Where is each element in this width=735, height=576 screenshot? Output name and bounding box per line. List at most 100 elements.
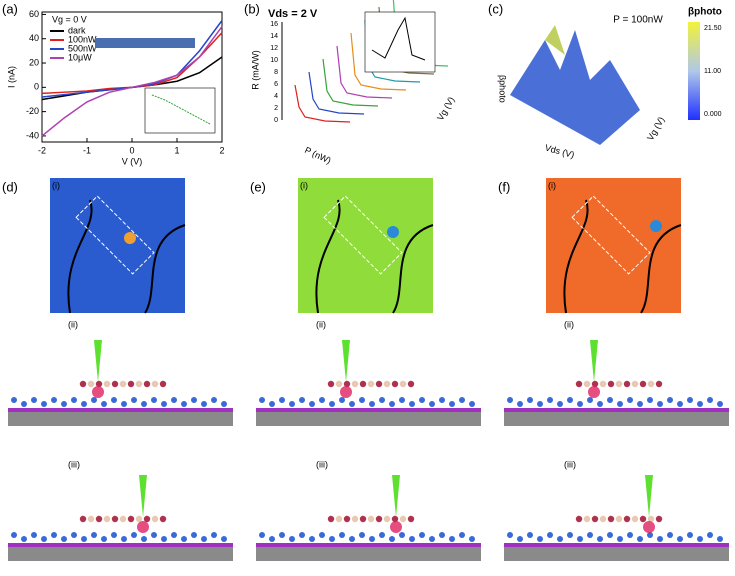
atom [131, 397, 137, 403]
atom [639, 380, 647, 388]
map [50, 178, 185, 313]
atom [697, 536, 703, 542]
atom [383, 515, 391, 523]
y-tick-label: -40 [26, 130, 39, 140]
atom [31, 397, 37, 403]
x-axis-label: Vds (V) [544, 143, 576, 160]
atom [161, 536, 167, 542]
atom [101, 536, 107, 542]
contour [640, 224, 682, 314]
y-tick-label: 8 [274, 69, 278, 76]
substrate [504, 412, 729, 426]
atom [399, 532, 405, 538]
atom [95, 380, 103, 388]
atom [41, 401, 47, 407]
y-tick-label: 2 [274, 105, 278, 112]
atom [329, 401, 335, 407]
sub-label: (i) [52, 180, 60, 190]
atom [11, 532, 17, 538]
atom [557, 536, 563, 542]
atom [375, 515, 383, 523]
atom [575, 515, 583, 523]
hotspot [390, 521, 402, 533]
atom [351, 515, 359, 523]
sub-label: (ii) [68, 319, 78, 329]
oxide [256, 408, 481, 412]
substrate [256, 412, 481, 426]
atom [655, 515, 663, 523]
z-axis-label: Vg (V) [435, 95, 456, 122]
x-tick-label: -1 [83, 145, 91, 155]
panel-label: (f) [498, 179, 510, 194]
beam [392, 475, 400, 517]
atom [61, 536, 67, 542]
y-tick-label: 16 [270, 21, 278, 28]
atom [607, 532, 613, 538]
atom [31, 532, 37, 538]
atom [171, 532, 177, 538]
atom [623, 380, 631, 388]
atom [597, 536, 603, 542]
atom [327, 380, 335, 388]
atom [639, 515, 647, 523]
hotspot [137, 521, 149, 533]
atom [667, 397, 673, 403]
atom [527, 532, 533, 538]
hotspot [340, 386, 352, 398]
electrode-outline [75, 195, 155, 275]
atom [367, 515, 375, 523]
atom [631, 515, 639, 523]
oxide [256, 543, 481, 547]
legend-label: 100nW [68, 34, 97, 44]
sub-label: (iii) [564, 459, 576, 469]
atom [391, 515, 399, 523]
atom [121, 401, 127, 407]
panel-label: (a) [2, 1, 18, 16]
substrate [504, 547, 729, 561]
atom [95, 515, 103, 523]
map [546, 178, 681, 313]
atom [587, 397, 593, 403]
substrate [256, 547, 481, 561]
sub-label: (ii) [564, 319, 574, 329]
atom [339, 397, 345, 403]
atom [547, 397, 553, 403]
map [298, 178, 433, 313]
y-axis-label: R (mA/W) [250, 50, 260, 90]
hotspot [588, 386, 600, 398]
atom [81, 401, 87, 407]
atom [379, 397, 385, 403]
atom [617, 401, 623, 407]
atom [687, 532, 693, 538]
atom [409, 401, 415, 407]
z-axis-label: βphoto [498, 75, 508, 103]
beam [342, 340, 350, 382]
x-tick-label: 2 [219, 145, 224, 155]
atom [409, 536, 415, 542]
atom [81, 536, 87, 542]
x-tick-label: 0 [129, 145, 134, 155]
y-axis-label: I (nA) [6, 66, 16, 88]
atom [151, 515, 159, 523]
sub-label: (i) [300, 180, 308, 190]
waterfall-curve [322, 58, 379, 107]
atom [687, 397, 693, 403]
atom [127, 380, 135, 388]
sub-label: (i) [548, 180, 556, 190]
y-tick-label: 14 [270, 33, 278, 40]
atom [399, 380, 407, 388]
panel-label: (c) [488, 1, 503, 16]
y-tick-label: 0 [274, 117, 278, 124]
beam [139, 475, 147, 517]
atom [171, 397, 177, 403]
atom [127, 515, 135, 523]
atom [339, 532, 345, 538]
colorbar-tick: 0.000 [704, 111, 722, 118]
atom [667, 532, 673, 538]
atom [103, 515, 111, 523]
atom [599, 380, 607, 388]
atom [269, 536, 275, 542]
atom [623, 515, 631, 523]
atom [429, 401, 435, 407]
atom [119, 515, 127, 523]
